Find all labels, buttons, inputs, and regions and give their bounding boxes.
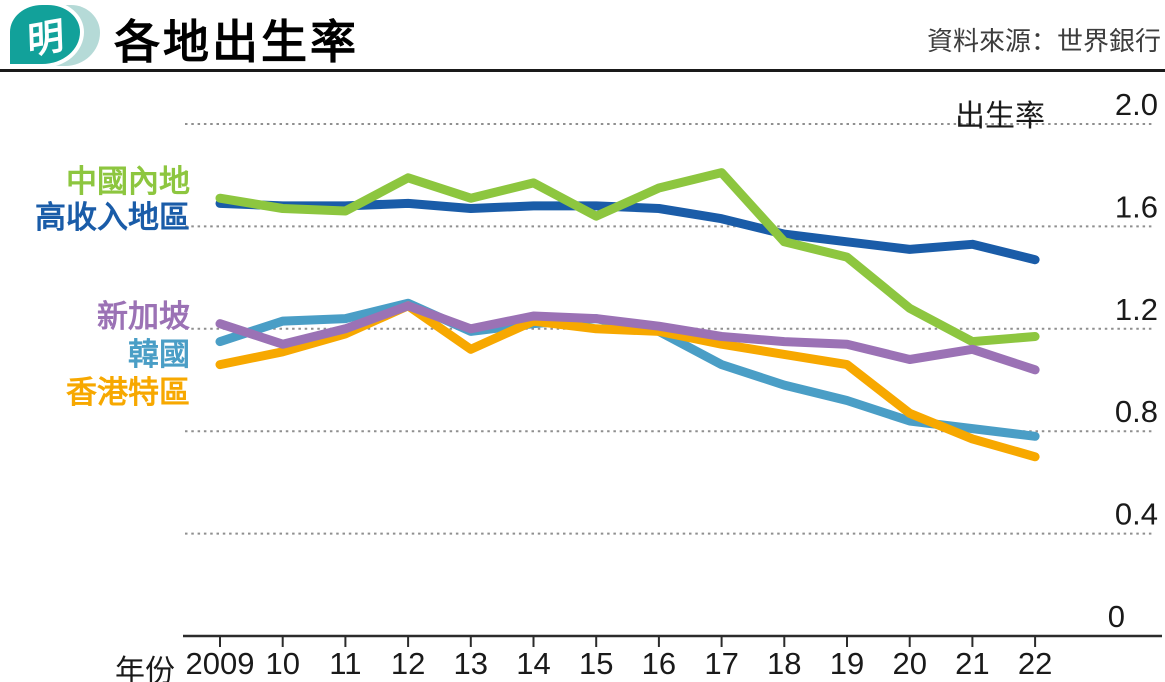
y-axis-title: 出生率 xyxy=(955,100,1045,133)
series-line-2 xyxy=(215,301,1040,375)
logo-character: 明 xyxy=(26,14,65,62)
legend-south-korea: 韓國 xyxy=(128,337,190,372)
header-divider xyxy=(0,69,1165,72)
x-tick-label-22: 22 xyxy=(1018,646,1052,681)
legend-high-income-regions: 高收入地區 xyxy=(35,200,190,235)
y-tick-label-1.2: 1.2 xyxy=(1115,292,1158,327)
page-title: 各地出生率 xyxy=(114,16,359,68)
legend-hong-kong-sar: 香港特區 xyxy=(66,375,190,410)
x-tick-label-12: 12 xyxy=(391,646,425,681)
y-tick-label-0: 0 xyxy=(1108,599,1125,634)
x-tick-label-15: 15 xyxy=(579,646,613,681)
x-tick-label-17: 17 xyxy=(704,646,738,681)
x-tick-label-14: 14 xyxy=(516,646,550,681)
x-tick-label-21: 21 xyxy=(955,646,989,681)
x-tick-label-10: 10 xyxy=(265,646,299,681)
x-tick-label-13: 13 xyxy=(454,646,488,681)
x-tick-label-16: 16 xyxy=(642,646,676,681)
logo-bubble-shape: 明 xyxy=(6,1,84,68)
y-tick-label-0.8: 0.8 xyxy=(1115,394,1158,429)
y-tick-label-2.0: 2.0 xyxy=(1115,87,1158,122)
series-line-0 xyxy=(215,168,1040,347)
x-tick-label-11: 11 xyxy=(329,646,361,681)
x-tick-label-2009: 2009 xyxy=(186,646,255,681)
legend-singapore: 新加坡 xyxy=(97,299,190,334)
mingpao-logo: 明 xyxy=(6,1,106,69)
x-tick-label-19: 19 xyxy=(830,646,864,681)
x-tick-label-18: 18 xyxy=(767,646,801,681)
x-axis-title: 年份 xyxy=(115,655,175,682)
y-tick-label-1.6: 1.6 xyxy=(1115,189,1158,224)
legend-china-mainland: 中國內地 xyxy=(66,164,190,199)
data-source-label: 資料來源：世界銀行 xyxy=(926,26,1161,56)
y-tick-label-0.4: 0.4 xyxy=(1115,497,1158,532)
x-tick-label-20: 20 xyxy=(892,646,926,681)
